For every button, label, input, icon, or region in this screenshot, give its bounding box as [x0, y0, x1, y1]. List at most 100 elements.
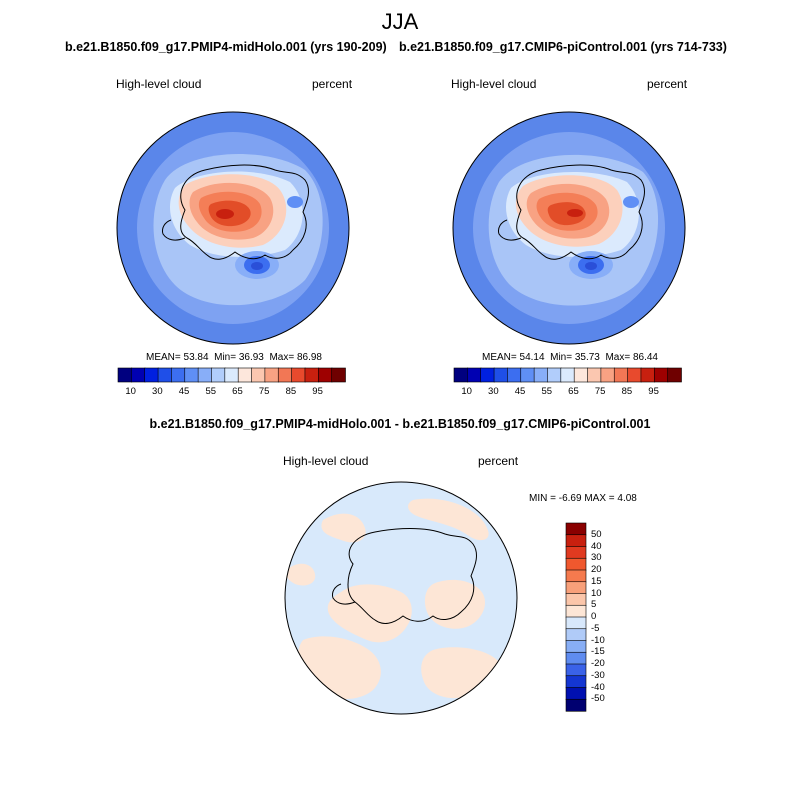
panel-2-colorbar-tick-label: 95: [648, 386, 659, 397]
difference-colorbar-segment: [565, 593, 587, 606]
difference-positive-region-centre: [327, 584, 412, 643]
difference-colorbar-tick-label: -40: [591, 681, 605, 693]
panel-2-colorbar-tick-label: 55: [541, 386, 553, 397]
panel-1-colorbar-segment: [184, 367, 199, 383]
panel-1-colorbar-segment: [331, 367, 346, 383]
difference-colorbar-segment: [565, 651, 587, 665]
difference-colorbar-tick-label: 5: [591, 599, 597, 611]
panel-1-map-border: [116, 111, 350, 345]
panel-2-colorbar-tick-label: 75: [594, 386, 606, 397]
panel-1-colorbar-segment: [144, 367, 159, 383]
difference-colorbar-segment: [565, 616, 587, 630]
panel-1-peninsula-coastline: [162, 219, 186, 241]
difference-variable-label: High-level cloud: [283, 454, 369, 468]
difference-peninsula-coastline: [332, 583, 356, 605]
panel-1-colorbar-segment: [237, 367, 253, 383]
difference-colorbar-tick-label: 15: [591, 575, 602, 587]
difference-positive-region-nw: [321, 513, 366, 543]
panel-1-colorbar-segment: [291, 367, 306, 383]
panel-2-colorbar-segment: [480, 367, 495, 383]
difference-colorbar-segment: [565, 663, 587, 677]
panel-1-colorbar-segment: [251, 367, 266, 383]
panel-1-colorbar-tick-label: 65: [232, 386, 243, 397]
panel-1-min-value: 36.93: [238, 352, 264, 363]
panel-2-colorbar-tick-label: 85: [621, 386, 633, 397]
difference-colorbar-tick-label: 20: [591, 564, 602, 575]
panel-1-colorbar-tick-label: 10: [125, 386, 136, 397]
panel-2-map: [452, 111, 686, 345]
panel-1-colorbar-segment: [117, 367, 133, 383]
panel-2-colorbar-segment: [600, 367, 616, 383]
panel-1-max-label: Max=: [269, 352, 295, 363]
panel-2-colorbar-segment: [587, 367, 602, 383]
panel-2-antarctica-coastline: [516, 164, 645, 260]
panel-1-colorbar-segment: [197, 367, 213, 383]
panel-1-colorbar-tick-label: 95: [312, 386, 323, 397]
difference-stats: MIN = -6.69 MAX = 4.08: [529, 493, 637, 504]
difference-colorbar-segment: [565, 534, 587, 548]
difference-colorbar-segment: [565, 581, 587, 595]
panel-2-cloud-max: [567, 209, 583, 217]
difference-colorbar-segment: [565, 628, 587, 642]
panel-1-colorbar-segment: [264, 367, 280, 383]
panel-2-mean-label: MEAN=: [482, 352, 517, 363]
panel-2-cool-spot-east: [623, 196, 639, 208]
difference-map: [284, 481, 518, 715]
difference-colorbar-tick-label: 0: [591, 611, 597, 622]
panel-2-colorbar-tick-label: 30: [488, 386, 499, 397]
panel-2-case-title: b.e21.B1850.f09_g17.CMIP6-piControl.001 …: [399, 40, 727, 54]
difference-colorbar-tick-label: -10: [591, 634, 605, 646]
panel-1-colorbar-segment: [304, 367, 320, 383]
difference-colorbar-segment: [565, 675, 587, 689]
difference-positive-region-n: [408, 498, 489, 541]
panel-2-colorbar-segment: [667, 367, 682, 383]
difference-min-label: MIN =: [529, 493, 556, 504]
panel-2-colorbar-segment: [627, 367, 642, 383]
difference-colorbar-tick-label: -50: [591, 693, 605, 705]
panel-1-cloud-max: [216, 209, 234, 219]
difference-colorbar-segment: [565, 640, 587, 653]
difference-colorbar-segment: [565, 604, 587, 618]
panel-1-colorbar-segment: [277, 367, 293, 383]
difference-colorbar-tick-label: 30: [591, 552, 602, 564]
panel-1-mean-value: 53.84: [183, 352, 209, 363]
panel-1-colorbar-tick-label: 30: [152, 386, 163, 397]
panel-2-colorbar-segment: [453, 367, 469, 383]
panel-1-colorbar: [117, 367, 346, 383]
panel-1-mean-label: MEAN=: [146, 352, 181, 363]
panel-2-units-label: percent: [647, 77, 688, 91]
panel-2-colorbar-segment: [613, 367, 629, 383]
panel-2-variable-label: High-level cloud: [451, 77, 537, 91]
panel-1-cool-minimum: [251, 262, 263, 270]
panel-1-colorbar-tick-label: 85: [285, 386, 297, 397]
panel-2-colorbar-segment: [467, 367, 482, 383]
panel-2-colorbar-tick-label: 10: [461, 386, 472, 397]
panel-2-max-value: 86.44: [632, 352, 658, 363]
panel-1-units-label: percent: [312, 77, 353, 91]
panel-2-cloud-contour-95: [547, 202, 586, 226]
panel-2-peninsula-coastline: [498, 219, 522, 241]
panel-1-colorbar-segment: [171, 367, 186, 383]
difference-colorbar-segment: [565, 698, 587, 712]
panel-2-colorbar-segment: [493, 367, 509, 383]
panel-1-min-label: Min=: [214, 352, 237, 363]
difference-colorbar-tick-label: -30: [591, 669, 605, 681]
panel-1-colorbar-tick-label: 55: [205, 386, 217, 397]
panel-2-min-label: Min=: [550, 352, 573, 363]
panel-1-stats: MEAN= 53.84 Min= 36.93 Max= 86.98: [146, 352, 322, 363]
difference-positive-region-w: [286, 563, 316, 586]
panel-2-colorbar-segment: [640, 367, 656, 383]
difference-positive-region-se: [421, 647, 501, 699]
panel-2-colorbar-tick-label: 65: [568, 386, 579, 397]
panel-2-map-border: [452, 111, 686, 345]
difference-colorbar-tick-label: 50: [591, 528, 602, 540]
difference-colorbar-tick-label: 10: [591, 587, 602, 599]
panel-2-mean-value: 54.14: [519, 352, 545, 363]
panel-2-stats: MEAN= 54.14 Min= 35.73 Max= 86.44: [482, 352, 658, 363]
difference-colorbar-segment: [565, 687, 587, 700]
difference-positive-region-east: [424, 579, 486, 629]
difference-map-border: [284, 481, 518, 715]
difference-units-label: percent: [478, 454, 519, 468]
difference-max-label: MAX =: [584, 493, 615, 504]
